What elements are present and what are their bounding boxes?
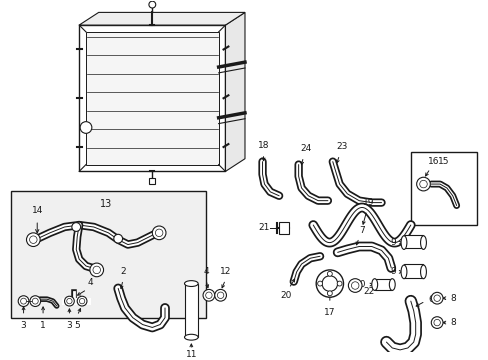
Text: 23: 23 — [336, 142, 347, 151]
Ellipse shape — [420, 236, 426, 249]
Text: 7: 7 — [358, 226, 364, 235]
Text: 12: 12 — [219, 267, 231, 276]
Bar — [149, 178, 155, 184]
Text: 5: 5 — [74, 321, 80, 330]
Circle shape — [416, 177, 429, 191]
Circle shape — [149, 1, 155, 8]
Circle shape — [80, 122, 92, 133]
Circle shape — [217, 292, 224, 298]
Text: 24: 24 — [300, 144, 311, 153]
Text: 17: 17 — [324, 308, 335, 317]
Circle shape — [64, 296, 74, 306]
Circle shape — [72, 222, 81, 231]
Circle shape — [155, 229, 163, 237]
Circle shape — [90, 263, 103, 277]
Circle shape — [20, 298, 26, 304]
Text: 8: 8 — [450, 318, 456, 327]
Circle shape — [79, 298, 84, 304]
Text: 8: 8 — [450, 294, 456, 303]
Polygon shape — [225, 12, 244, 171]
Bar — [279, 222, 288, 234]
Text: 16: 16 — [427, 157, 438, 166]
Circle shape — [203, 289, 214, 301]
Bar — [86, 32, 218, 165]
Text: 3: 3 — [66, 321, 72, 330]
Circle shape — [351, 282, 358, 289]
Circle shape — [419, 180, 427, 188]
Ellipse shape — [184, 281, 198, 287]
Text: 3: 3 — [20, 321, 26, 330]
Text: 4: 4 — [203, 267, 208, 276]
Circle shape — [317, 281, 322, 286]
Text: 1: 1 — [40, 321, 46, 330]
Circle shape — [316, 270, 343, 297]
Ellipse shape — [184, 334, 198, 340]
Circle shape — [433, 319, 440, 326]
Bar — [11, 191, 205, 318]
Circle shape — [93, 266, 100, 274]
Bar — [403, 264, 423, 278]
Circle shape — [205, 292, 212, 298]
Ellipse shape — [420, 265, 426, 279]
Circle shape — [336, 281, 341, 286]
Circle shape — [347, 279, 361, 292]
Circle shape — [30, 296, 41, 306]
Circle shape — [66, 298, 72, 304]
Circle shape — [327, 291, 332, 296]
Circle shape — [322, 276, 337, 291]
Text: 2: 2 — [120, 267, 125, 276]
Text: 20: 20 — [280, 291, 291, 300]
Text: 10: 10 — [355, 280, 366, 289]
Circle shape — [327, 271, 332, 276]
Circle shape — [214, 289, 226, 301]
Text: 6: 6 — [427, 295, 433, 304]
Circle shape — [152, 226, 165, 240]
Ellipse shape — [371, 279, 377, 291]
Circle shape — [32, 298, 38, 304]
Bar — [403, 235, 423, 248]
Bar — [410, 152, 476, 225]
Circle shape — [18, 296, 29, 306]
Polygon shape — [79, 12, 244, 25]
Ellipse shape — [400, 265, 406, 279]
Text: 18: 18 — [257, 141, 269, 150]
Text: 15: 15 — [437, 157, 449, 166]
Bar — [374, 279, 391, 291]
Text: 19: 19 — [363, 198, 374, 207]
Circle shape — [430, 292, 442, 304]
Circle shape — [29, 236, 37, 243]
Text: 22: 22 — [362, 287, 373, 296]
Text: 11: 11 — [185, 350, 197, 359]
Text: 4: 4 — [87, 279, 93, 288]
Text: 9: 9 — [389, 267, 395, 276]
Bar — [184, 284, 198, 337]
Text: 9: 9 — [389, 238, 395, 247]
Text: 13: 13 — [100, 199, 112, 209]
Ellipse shape — [400, 236, 406, 249]
Circle shape — [433, 295, 440, 301]
Polygon shape — [79, 25, 225, 171]
Text: 21: 21 — [258, 224, 269, 233]
Text: 14: 14 — [31, 206, 43, 215]
Circle shape — [430, 317, 442, 328]
Ellipse shape — [388, 279, 394, 291]
Circle shape — [77, 296, 87, 306]
Circle shape — [26, 233, 40, 247]
Circle shape — [114, 234, 122, 243]
